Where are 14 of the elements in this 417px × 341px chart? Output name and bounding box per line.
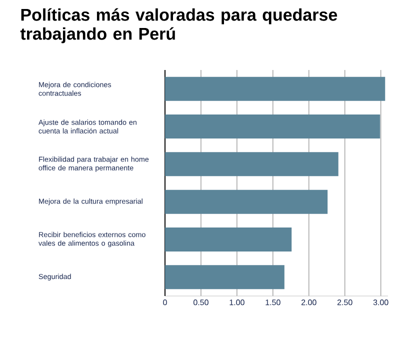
bar xyxy=(165,190,328,214)
bar xyxy=(165,265,284,290)
bar xyxy=(165,152,338,176)
x-tick-label: 0.50 xyxy=(193,300,208,306)
bar xyxy=(165,228,292,252)
x-tick-label: 1.50 xyxy=(266,300,280,306)
bar xyxy=(165,76,386,101)
chart-title: Políticas más valoradas para quedarse trabajando en Perú xyxy=(20,8,338,44)
x-tick-label: 0 xyxy=(163,300,167,306)
x-tick-label: 1.00 xyxy=(230,300,244,306)
x-tick-label: 2.00 xyxy=(301,300,316,306)
x-tick-label: 2.50 xyxy=(337,300,352,306)
bar xyxy=(165,114,380,139)
x-tick-label: 3.00 xyxy=(373,300,388,306)
